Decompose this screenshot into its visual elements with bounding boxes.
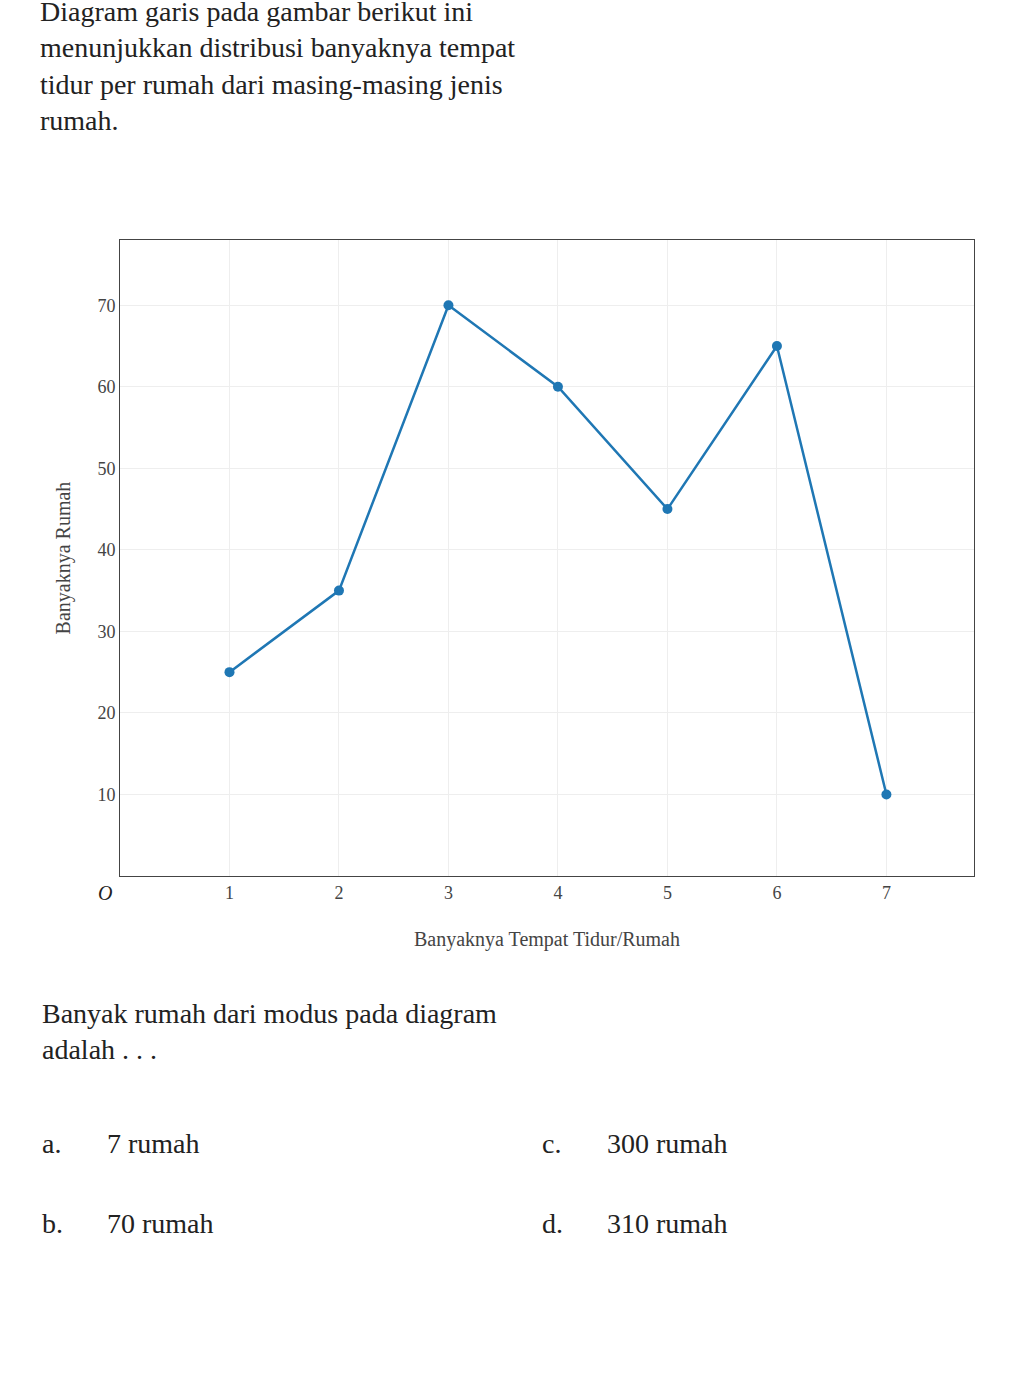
svg-text:20: 20 [97, 703, 115, 723]
svg-text:d.: d. [542, 1208, 563, 1239]
svg-text:Banyaknya Rumah: Banyaknya Rumah [52, 482, 75, 635]
svg-text:3: 3 [444, 883, 453, 903]
svg-text:50: 50 [97, 459, 115, 479]
svg-text:c.: c. [542, 1128, 561, 1159]
svg-text:2: 2 [334, 883, 343, 903]
svg-text:Banyaknya Tempat Tidur/Rumah: Banyaknya Tempat Tidur/Rumah [414, 928, 680, 951]
svg-text:7: 7 [882, 883, 891, 903]
svg-text:60: 60 [97, 377, 115, 397]
svg-text:6: 6 [772, 883, 781, 903]
svg-text:10: 10 [97, 785, 115, 805]
svg-text:70: 70 [97, 296, 115, 316]
svg-text:a.: a. [42, 1128, 61, 1159]
svg-text:b.: b. [42, 1208, 63, 1239]
svg-text:4: 4 [553, 883, 562, 903]
svg-text:1: 1 [225, 883, 234, 903]
svg-text:310 rumah: 310 rumah [607, 1208, 728, 1239]
svg-text:O: O [98, 882, 112, 904]
svg-text:7 rumah: 7 rumah [107, 1128, 200, 1159]
svg-text:70 rumah: 70 rumah [107, 1208, 214, 1239]
svg-text:5: 5 [663, 883, 672, 903]
svg-text:Diagram garis pada gambar beri: Diagram garis pada gambar berikut inimen… [40, 0, 515, 136]
svg-text:40: 40 [97, 540, 115, 560]
svg-text:300 rumah: 300 rumah [607, 1128, 728, 1159]
svg-text:30: 30 [97, 622, 115, 642]
svg-text:Banyak rumah dari modus pada d: Banyak rumah dari modus pada diagramadal… [42, 998, 497, 1065]
